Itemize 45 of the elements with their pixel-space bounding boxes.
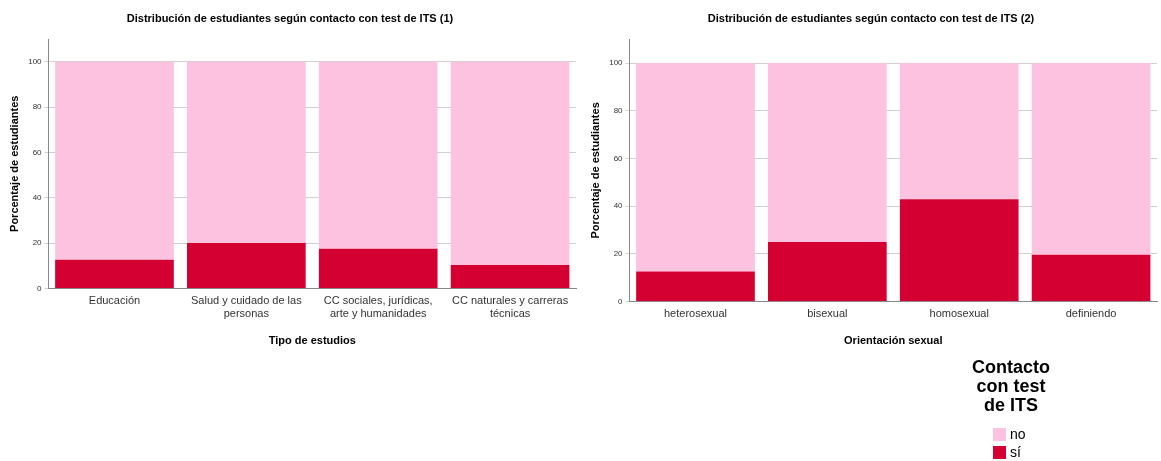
y-tick-label: 80 [613,105,624,115]
x-axis-title: Orientación sexual [844,334,943,347]
y-tick-label: 100 [28,57,43,67]
y-tick-label: 60 [613,153,624,163]
bar [636,271,755,302]
x-axis-title: Tipo de estudios [268,334,356,347]
legend-title: Contacto con test de ITS [971,357,1051,415]
y-tick-label: 100 [609,58,624,68]
bar [318,248,438,288]
legend-label: no [1010,426,1026,442]
legend-label: sí [1010,444,1021,460]
x-tick-label: CC naturales y carreras técnicas [451,294,569,320]
bar [450,265,570,288]
y-tick-label: 80 [32,102,43,112]
y-tick-label: 40 [32,192,43,202]
bar [187,61,306,244]
bar [636,63,755,272]
x-tick-label: CC sociales, jurídicas, arte y humanidades [323,294,433,320]
bar [899,63,1019,200]
x-tick-label: heterosexual [663,307,727,320]
bar [1031,254,1151,302]
y-tick-label: 40 [613,201,624,211]
y-tick-label: 0 [37,283,43,293]
bar [768,241,887,302]
x-tick-label: Educación [88,294,141,307]
bar [55,61,174,260]
y-tick-label: 20 [613,249,624,259]
x-tick-label: homosexual [929,307,989,320]
bar [768,63,887,242]
bar [899,199,1019,302]
x-tick-label: Salud y cuidado de las personas [191,294,303,320]
y-tick-label: 20 [32,238,43,248]
y-tick-label: 0 [618,296,624,306]
bar [187,243,306,288]
bar [450,61,570,266]
bar [1031,63,1151,255]
bar [55,259,174,288]
y-axis-title: Porcentaje de estudiantes [7,95,20,232]
y-axis-title: Porcentaje de estudiantes [588,102,601,239]
chart-title: Distribución de estudiantes según contacto con test de ITS (2) [707,11,1035,24]
chart-title: Distribución de estudiantes según contacto con test de ITS (1) [126,11,454,24]
x-tick-label: definiendo [1065,307,1117,320]
x-tick-label: bisexual [807,307,848,320]
bar [318,61,438,249]
y-tick-label: 60 [32,147,43,157]
